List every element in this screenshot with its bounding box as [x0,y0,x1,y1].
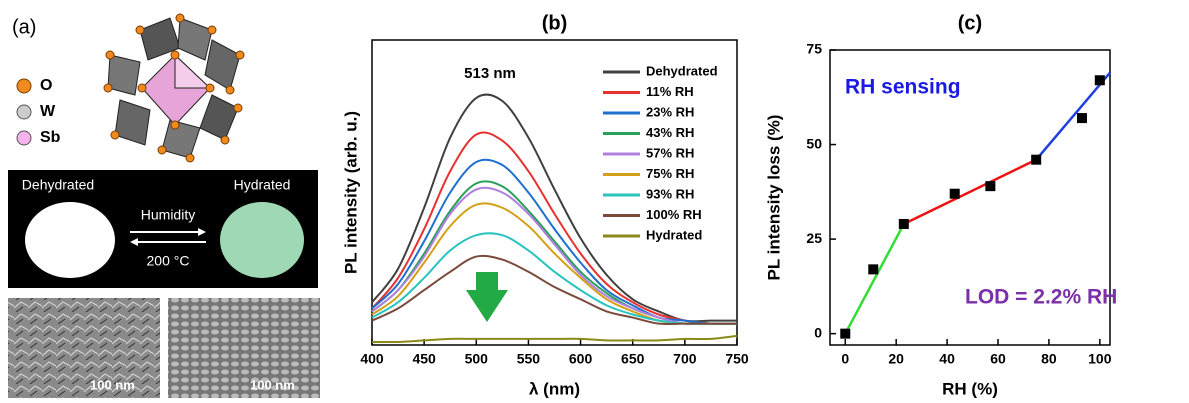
data-point [985,181,996,192]
x-tick-label: 600 [569,351,593,367]
photo: Dehydrated Hydrated Humidity 200 °C [8,170,318,288]
fit-line [1035,71,1111,161]
sem-image [8,298,160,398]
plot-frame [371,39,738,346]
legend-label: 23% RH [646,104,694,119]
x-tick-label: 700 [673,351,697,367]
spectrum-line [371,232,737,325]
crystal-structure [103,13,245,163]
spectrum-line [371,254,737,326]
fit-line [903,158,1037,226]
y-tick-label: 75 [806,41,822,57]
data-point [1031,154,1042,165]
scale-label: 100 nm [250,377,295,392]
legend-swatch [16,104,32,120]
scale-label: 100 nm [90,377,135,392]
y-tick-label: 25 [806,230,822,246]
legend-label: Hydrated [646,227,702,242]
panel-label: (c) [958,12,982,34]
legend-label: 57% RH [646,145,694,160]
annotation: RH sensing [845,76,961,99]
data-point [898,218,909,229]
x-tick-label: 0 [841,351,849,367]
data-point [1094,75,1105,86]
x-axis-label: RH (%) [942,379,998,398]
legend-swatch [16,78,32,94]
arrow-label: Humidity [141,207,195,223]
data-point [840,328,851,339]
legend-label: O [40,77,52,94]
data-point [868,264,879,275]
y-axis-label: PL intensity loss (%) [764,115,783,281]
x-tick-label: 40 [939,351,955,367]
legend-label: 100% RH [646,207,702,222]
x-tick-label: 20 [888,351,904,367]
data-point [1077,113,1087,124]
legend-swatch [16,130,32,146]
sem-image [168,298,320,398]
x-tick-label: 750 [725,351,749,367]
arrow-label: 200 °C [147,253,190,269]
legend-label: 43% RH [646,125,694,140]
x-tick-label: 450 [412,351,436,367]
panel-label: (b) [542,12,568,34]
annotation: 513 nm [464,65,516,82]
legend-label: Dehydrated [646,63,718,78]
x-tick-label: 100 [1088,351,1112,367]
photo-label: Hydrated [234,177,291,193]
arrow [466,272,508,322]
legend-label: W [40,103,56,120]
spectrum-line [371,158,738,325]
fit-line [844,223,905,335]
panel-a: (a) O W Sb [8,13,320,398]
annotation: LOD = 2.2% RH [965,286,1117,309]
y-axis-label: PL intensity (arb. u.) [341,111,360,274]
legend-label: 11% RH [646,84,694,99]
y-tick-label: 0 [814,324,822,340]
x-tick-label: 650 [621,351,645,367]
spectrum-line [371,334,738,344]
x-axis-label: λ (nm) [529,379,580,398]
data-point [949,188,960,199]
x-tick-label: 500 [465,351,489,367]
x-tick-label: 400 [360,351,384,367]
x-tick-label: 550 [517,351,541,367]
plot-frame [829,49,1111,346]
y-tick-label: 50 [806,135,822,151]
x-tick-label: 60 [990,351,1006,367]
legend-label: 75% RH [646,166,694,181]
photo-label: Dehydrated [22,177,94,193]
x-tick-label: 80 [1041,351,1057,367]
panel-label: (a) [12,16,36,38]
legend-label: Sb [40,129,61,146]
legend-label: 93% RH [646,186,694,201]
